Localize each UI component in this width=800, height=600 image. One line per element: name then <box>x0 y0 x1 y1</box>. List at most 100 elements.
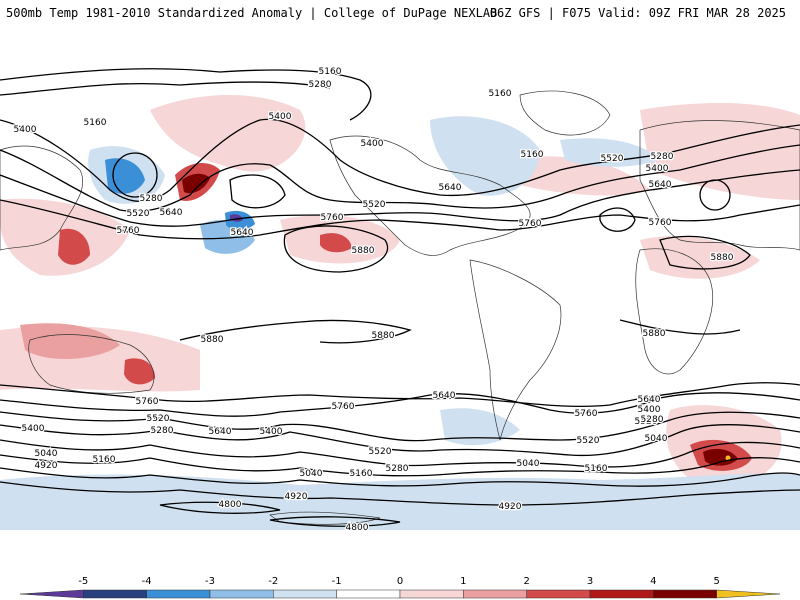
contour-label: 5880 <box>711 253 734 263</box>
contour-label: 5880 <box>352 246 375 256</box>
contour-4800-s <box>269 516 401 527</box>
contour-label: 5040 <box>645 434 668 444</box>
colorbar-swatch <box>463 589 527 599</box>
contour-label: 5520 <box>635 417 658 427</box>
contour-label: 5640 <box>433 391 456 401</box>
coastline-greenland <box>519 90 611 136</box>
coastline-south-america <box>469 259 562 441</box>
warm-anomaly-peak <box>725 455 731 461</box>
contour-closed-low <box>699 179 731 211</box>
header: 500mb Temp 1981-2010 Standardized Anomal… <box>0 0 800 28</box>
contour-5520-n <box>0 144 800 212</box>
contour-label: 5280 <box>386 464 409 474</box>
warm-anomaly-region <box>150 95 306 172</box>
contour-label: 5760 <box>321 213 344 223</box>
warm-anomaly-core <box>703 448 738 466</box>
contour-5280 <box>0 81 331 96</box>
contour-label: 5160 <box>585 464 608 474</box>
colorbar-ticks: -5 -4 -3 -2 -1 0 1 2 3 4 5 <box>78 576 720 587</box>
contour-label: 4800 <box>346 523 369 533</box>
contour-5880-band <box>179 319 412 344</box>
contour-5760-s <box>0 382 800 407</box>
anomaly-shading <box>0 95 800 530</box>
warm-anomaly-core <box>58 228 90 265</box>
coastlines <box>0 90 800 525</box>
contour-5520-s <box>0 411 800 442</box>
contour-label: 5040 <box>35 449 58 459</box>
coastline-eurasia-west <box>0 145 84 251</box>
contour-label: 5280 <box>309 80 332 90</box>
height-contours <box>0 68 800 527</box>
contour-label: 5160 <box>521 150 544 160</box>
contour-label: 5880 <box>201 335 224 345</box>
contour-label: 5280 <box>151 426 174 436</box>
contour-5880-cell <box>659 235 751 270</box>
contour-label: 5760 <box>575 409 598 419</box>
colorbar-tick-label: -1 <box>332 576 342 587</box>
contour-label: 5520 <box>369 447 392 457</box>
contour-label: 5160 <box>489 89 512 99</box>
colorbar-swatch <box>19 589 84 599</box>
contour-label: 5280 <box>641 415 664 425</box>
contour-5880-band <box>619 319 741 335</box>
colorbar-swatch <box>589 589 654 599</box>
cold-anomaly-region <box>440 408 520 446</box>
contour-label: 5640 <box>231 228 254 238</box>
contour-label: 5640 <box>649 180 672 190</box>
contour-label: 4920 <box>35 461 58 471</box>
contour-label: 5640 <box>638 395 661 405</box>
colorbar-tick-label: -5 <box>78 576 88 587</box>
colorbar-tick-label: 3 <box>587 576 593 587</box>
colorbar-swatch <box>336 589 401 599</box>
colorbar-swatch <box>146 589 211 599</box>
colorbar-tick-label: 4 <box>650 576 656 587</box>
contour-label: 5160 <box>319 67 342 77</box>
contour-label: 5760 <box>117 226 140 236</box>
contour-label: 4920 <box>285 492 308 502</box>
warm-anomaly-region <box>20 323 120 360</box>
coastline-antarctica <box>269 511 381 525</box>
contour-label: 5400 <box>646 164 669 174</box>
contour-5160-s <box>0 454 800 477</box>
colorbar-swatch <box>526 589 591 599</box>
colorbar-tick-label: -3 <box>205 576 215 587</box>
coastline-australia <box>28 334 155 394</box>
contour-4920-s <box>0 481 800 506</box>
contour-closed-low <box>599 207 636 232</box>
chart-title: 500mb Temp 1981-2010 Standardized Anomal… <box>6 6 498 20</box>
warm-anomaly-region <box>500 156 650 196</box>
coastline-eurasia <box>639 120 800 251</box>
contour-5640-s <box>0 392 800 417</box>
warm-anomaly-core <box>182 173 210 194</box>
contour-5880-cell <box>283 225 389 273</box>
colorbar-swatch <box>399 589 464 599</box>
run-info: 06Z GFS | F075 Valid: 09Z FRI MAR 28 202… <box>489 6 786 20</box>
warm-anomaly-core <box>124 358 155 385</box>
contour-label: 5520 <box>127 209 150 219</box>
colorbar-tick-label: -2 <box>268 576 278 587</box>
contour-5400-s <box>0 424 800 457</box>
contour-label: 5880 <box>372 331 395 341</box>
contour-label: 5880 <box>643 329 666 339</box>
contour-label: 5280 <box>651 152 674 162</box>
contour-5280-s <box>0 439 800 468</box>
contour-5040-s <box>0 467 800 487</box>
contour-label: 5760 <box>332 402 355 412</box>
contour-label: 5640 <box>160 208 183 218</box>
contour-label: 5040 <box>300 469 323 479</box>
warm-anomaly-core <box>320 233 352 253</box>
contour-5760-n <box>0 199 800 240</box>
cold-anomaly-region <box>430 116 540 196</box>
contour-label: 5400 <box>14 125 37 135</box>
colorbar-swatch <box>209 589 274 599</box>
contour-label: 5520 <box>363 200 386 210</box>
colorbar-swatch <box>716 589 781 599</box>
colorbar-swatch <box>273 589 337 599</box>
colorbar-tick-label: 0 <box>397 576 403 587</box>
contour-label: 5160 <box>350 469 373 479</box>
warm-anomaly-region <box>640 236 760 279</box>
colorbar-swatches <box>19 589 781 599</box>
contour-label: 5520 <box>147 414 170 424</box>
contour-4800-s <box>159 501 281 514</box>
